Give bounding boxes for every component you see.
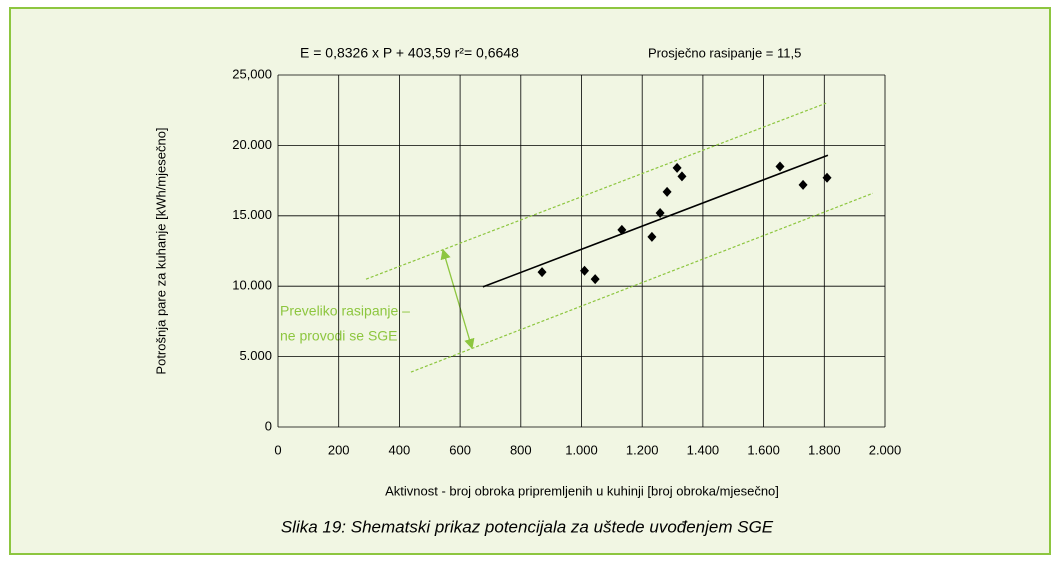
y-tick-label: 20.000 [232, 137, 272, 152]
y-tick-label: 5.000 [239, 348, 272, 363]
x-tick-label: 1.200 [626, 442, 659, 457]
data-point [580, 265, 590, 276]
x-tick-label: 1.000 [565, 442, 598, 457]
x-tick-label: 800 [510, 442, 532, 457]
x-tick-label: 1.600 [747, 442, 780, 457]
frame [9, 7, 1051, 555]
data-point [677, 171, 687, 182]
band-line [365, 102, 827, 280]
y-tick-label: 25,000 [232, 66, 272, 81]
data-point [537, 267, 547, 278]
data-point [672, 162, 682, 173]
x-tick-label: 200 [328, 442, 350, 457]
caption: Slika 19: Shematski prikaz potencijala z… [281, 517, 774, 536]
x-tick-label: 1.400 [687, 442, 720, 457]
data-point [647, 231, 657, 242]
x-tick-label: 600 [449, 442, 471, 457]
y-tick-label: 15.000 [232, 207, 272, 222]
equation: E = 0,8326 x P + 403,59 r²= 0,6648 [300, 45, 519, 61]
note: Prosječno rasipanje = 11,5 [648, 45, 801, 60]
data-point [590, 274, 600, 285]
data-point [798, 179, 808, 190]
annotation: Preveliko rasipanje – [280, 303, 410, 319]
x-axis-label: Aktivnost - broj obroka pripremljenih u … [385, 483, 779, 498]
band-line [410, 192, 874, 373]
x-tick-label: 400 [389, 442, 411, 457]
y-tick-label: 10.000 [232, 278, 272, 293]
data-point [655, 207, 665, 218]
x-tick-label: 2.000 [869, 442, 902, 457]
arrow [440, 248, 475, 350]
y-axis-label: Potrošnja pare za kuhanje [kWh/mjesečno] [153, 127, 168, 374]
data-point [662, 186, 672, 197]
data-point [775, 161, 785, 172]
data-point [822, 172, 832, 183]
trend-line [482, 154, 829, 288]
x-tick-label: 0 [274, 442, 281, 457]
y-tick-label: 0 [265, 418, 272, 433]
x-tick-label: 1.800 [808, 442, 841, 457]
